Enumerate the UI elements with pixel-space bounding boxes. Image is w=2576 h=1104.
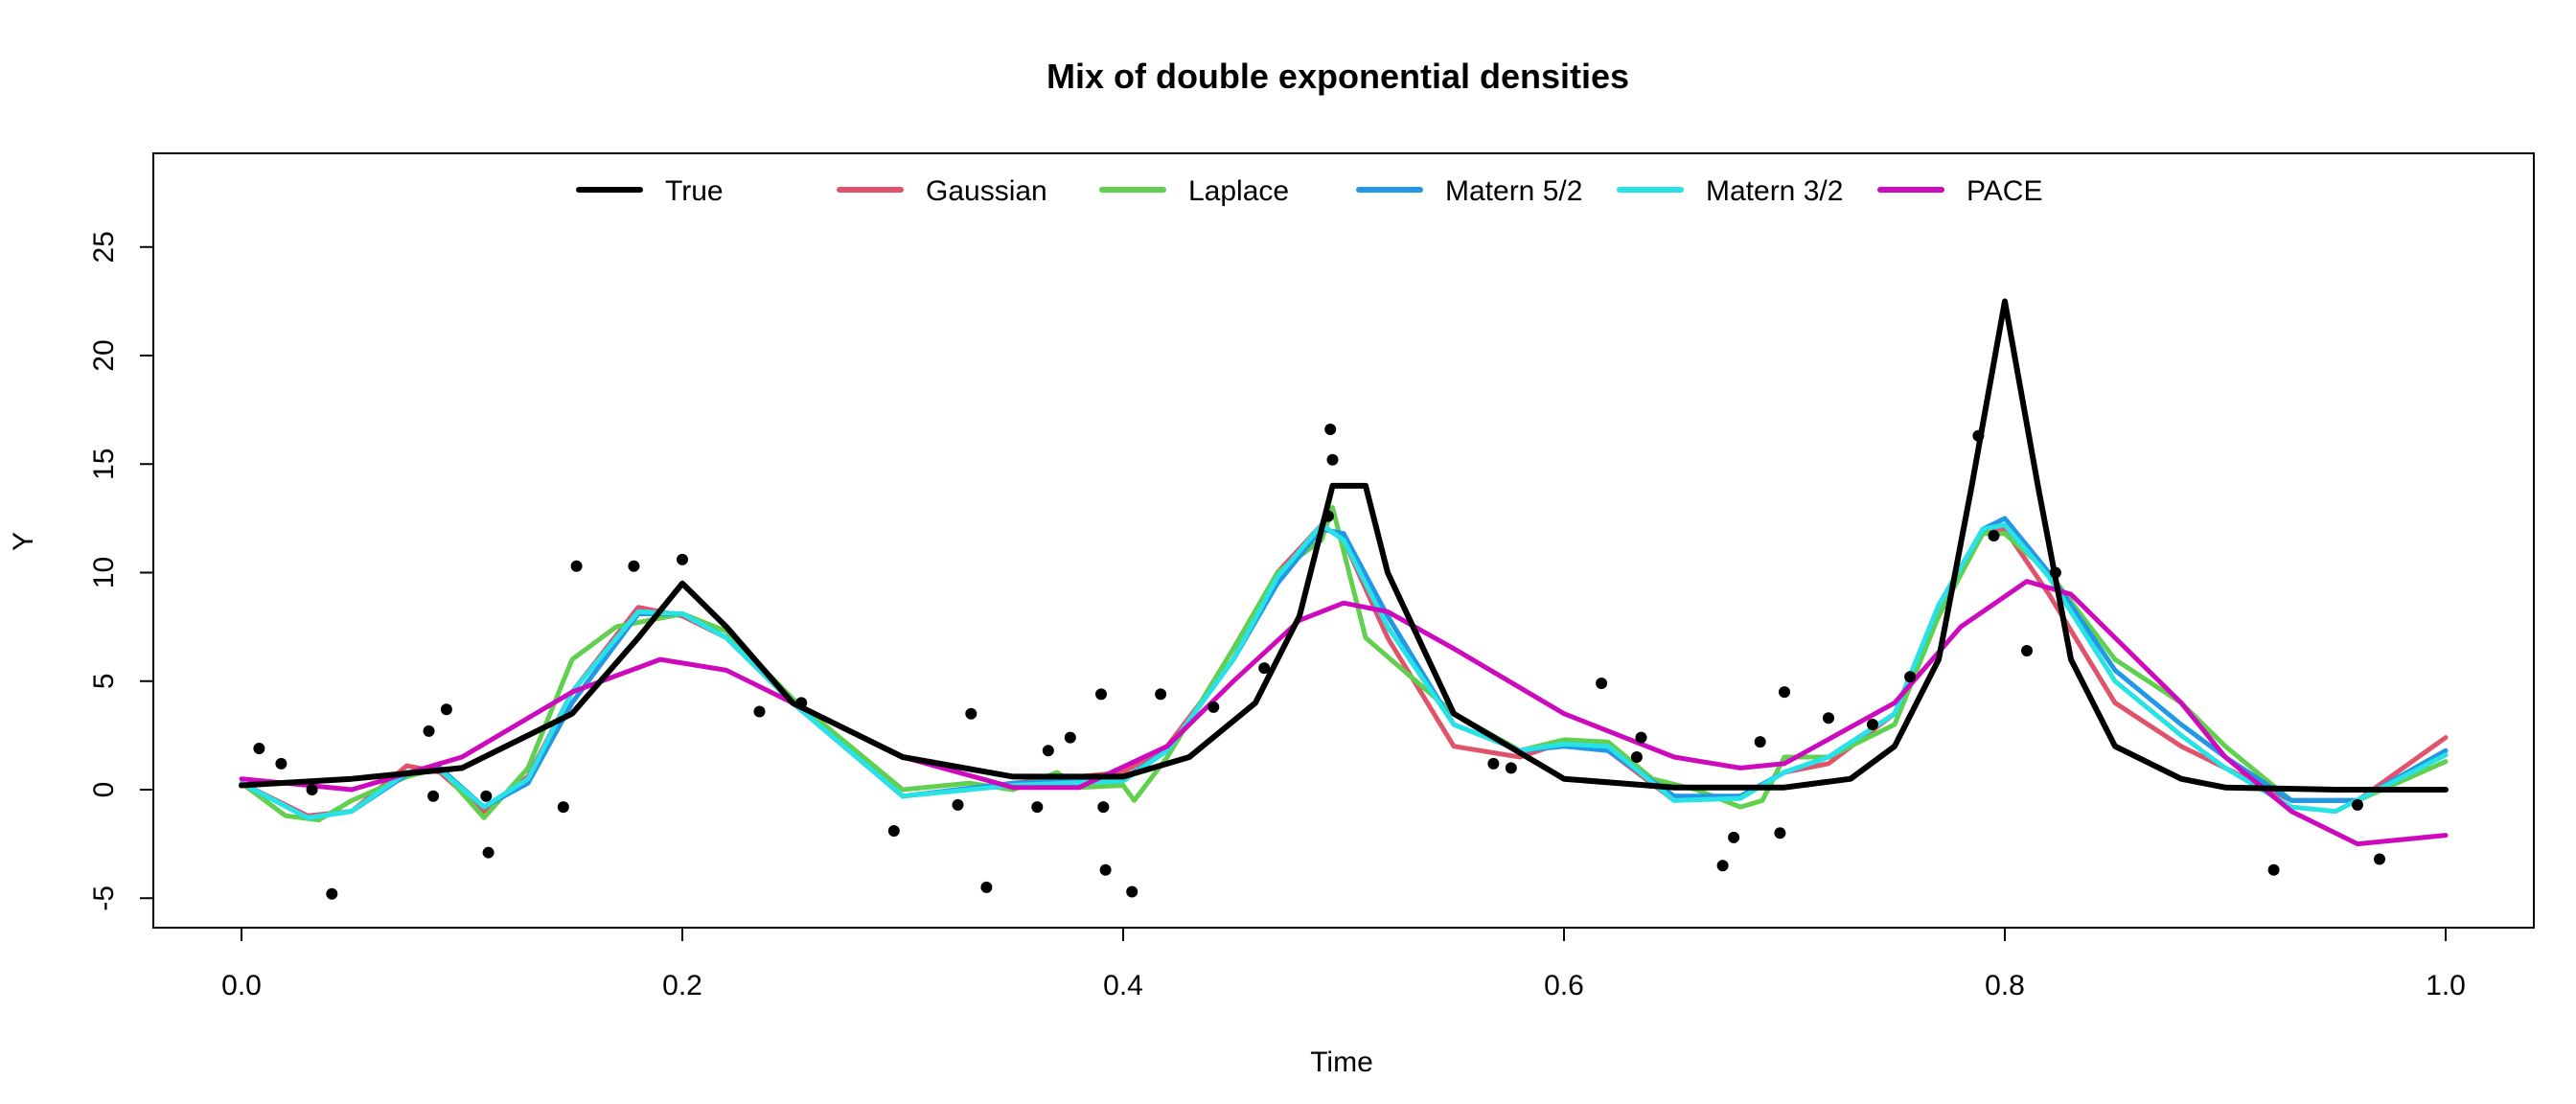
data-point xyxy=(753,705,766,718)
data-point xyxy=(677,553,688,565)
x-axis: 0.0 0.2 0.4 0.6 0.8 1.0 xyxy=(221,927,2466,1001)
series-layer xyxy=(239,298,2449,847)
legend-label-true: True xyxy=(665,175,724,207)
chart-title: Mix of double exponential densities xyxy=(1046,57,1629,96)
y-tick-label: 0 xyxy=(88,782,120,798)
data-point xyxy=(1972,429,1985,442)
y-axis-label: Y xyxy=(8,532,39,551)
data-point xyxy=(965,707,978,720)
x-tick-label: 0.2 xyxy=(662,970,702,1001)
data-point xyxy=(1487,757,1500,770)
data-point xyxy=(1635,731,1647,744)
data-point xyxy=(1326,453,1339,466)
series-line-true xyxy=(239,298,2449,793)
data-point xyxy=(1596,678,1608,690)
legend-label-laplace: Laplace xyxy=(1188,175,1289,207)
data-point xyxy=(980,881,993,893)
y-tick-label: 20 xyxy=(88,339,120,371)
data-point xyxy=(1322,510,1334,522)
data-point xyxy=(1095,688,1107,701)
data-point xyxy=(1779,686,1790,699)
data-point xyxy=(1630,751,1643,764)
data-point xyxy=(275,757,288,770)
data-point xyxy=(427,790,440,802)
legend-label-gaussian: Gaussian xyxy=(926,175,1047,207)
data-point xyxy=(2049,566,2061,579)
data-point xyxy=(1728,831,1740,843)
series-line-pace xyxy=(239,579,2449,847)
data-point xyxy=(1774,827,1786,840)
data-point xyxy=(887,825,900,838)
series-line-matern-5-2 xyxy=(239,516,2449,820)
series-line-matern-3-2 xyxy=(239,522,2449,820)
data-point xyxy=(2021,645,2033,657)
data-point xyxy=(1155,688,1167,701)
y-tick-label: 15 xyxy=(88,448,120,480)
data-point xyxy=(1505,762,1517,774)
y-tick-label: 25 xyxy=(88,231,120,263)
legend-label-pace: PACE xyxy=(1966,175,2042,207)
data-point xyxy=(1031,801,1044,814)
data-point xyxy=(1042,745,1054,757)
y-tick-label: -5 xyxy=(88,886,120,911)
y-tick-label: 5 xyxy=(88,673,120,689)
y-axis: -5 0 5 10 15 20 25 xyxy=(88,231,154,911)
data-point xyxy=(1324,424,1337,436)
data-point xyxy=(253,742,265,754)
data-point xyxy=(1099,863,1112,876)
legend: True Gaussian Laplace Matern 5/2 Matern 3/2 P… xyxy=(576,175,2042,207)
data-point xyxy=(482,846,494,859)
legend-label-matern-5-2: Matern 5/2 xyxy=(1445,175,1582,207)
data-point xyxy=(1126,886,1138,898)
data-point xyxy=(1867,719,1878,731)
data-point xyxy=(2352,798,2363,811)
x-tick-label: 0.6 xyxy=(1544,970,1584,1001)
data-point xyxy=(306,784,318,795)
x-tick-label: 1.0 xyxy=(2426,970,2466,1001)
y-tick-label: 10 xyxy=(88,557,120,588)
points-layer xyxy=(253,424,2385,900)
data-point xyxy=(557,801,569,814)
data-point xyxy=(440,703,452,716)
data-point xyxy=(1754,736,1766,748)
data-point xyxy=(2374,853,2385,865)
data-point xyxy=(1904,671,1917,683)
data-point xyxy=(795,697,808,709)
data-point xyxy=(628,560,640,572)
data-point xyxy=(1988,529,2000,541)
data-point xyxy=(1258,662,1271,675)
x-tick-label: 0.4 xyxy=(1103,970,1143,1001)
legend-label-matern-3-2: Matern 3/2 xyxy=(1706,175,1843,207)
data-point xyxy=(480,790,493,802)
data-point xyxy=(1716,860,1729,872)
data-point xyxy=(1064,731,1076,744)
x-axis-label: Time xyxy=(1310,1046,1373,1078)
data-point xyxy=(1208,701,1220,713)
data-point xyxy=(570,560,583,572)
x-tick-label: 0.0 xyxy=(221,970,262,1001)
data-point xyxy=(423,724,435,737)
x-tick-label: 0.8 xyxy=(1985,970,2025,1001)
data-point xyxy=(326,887,338,900)
data-point xyxy=(1097,801,1110,814)
data-point xyxy=(1823,712,1834,724)
data-point xyxy=(2267,863,2280,876)
data-point xyxy=(952,798,964,811)
